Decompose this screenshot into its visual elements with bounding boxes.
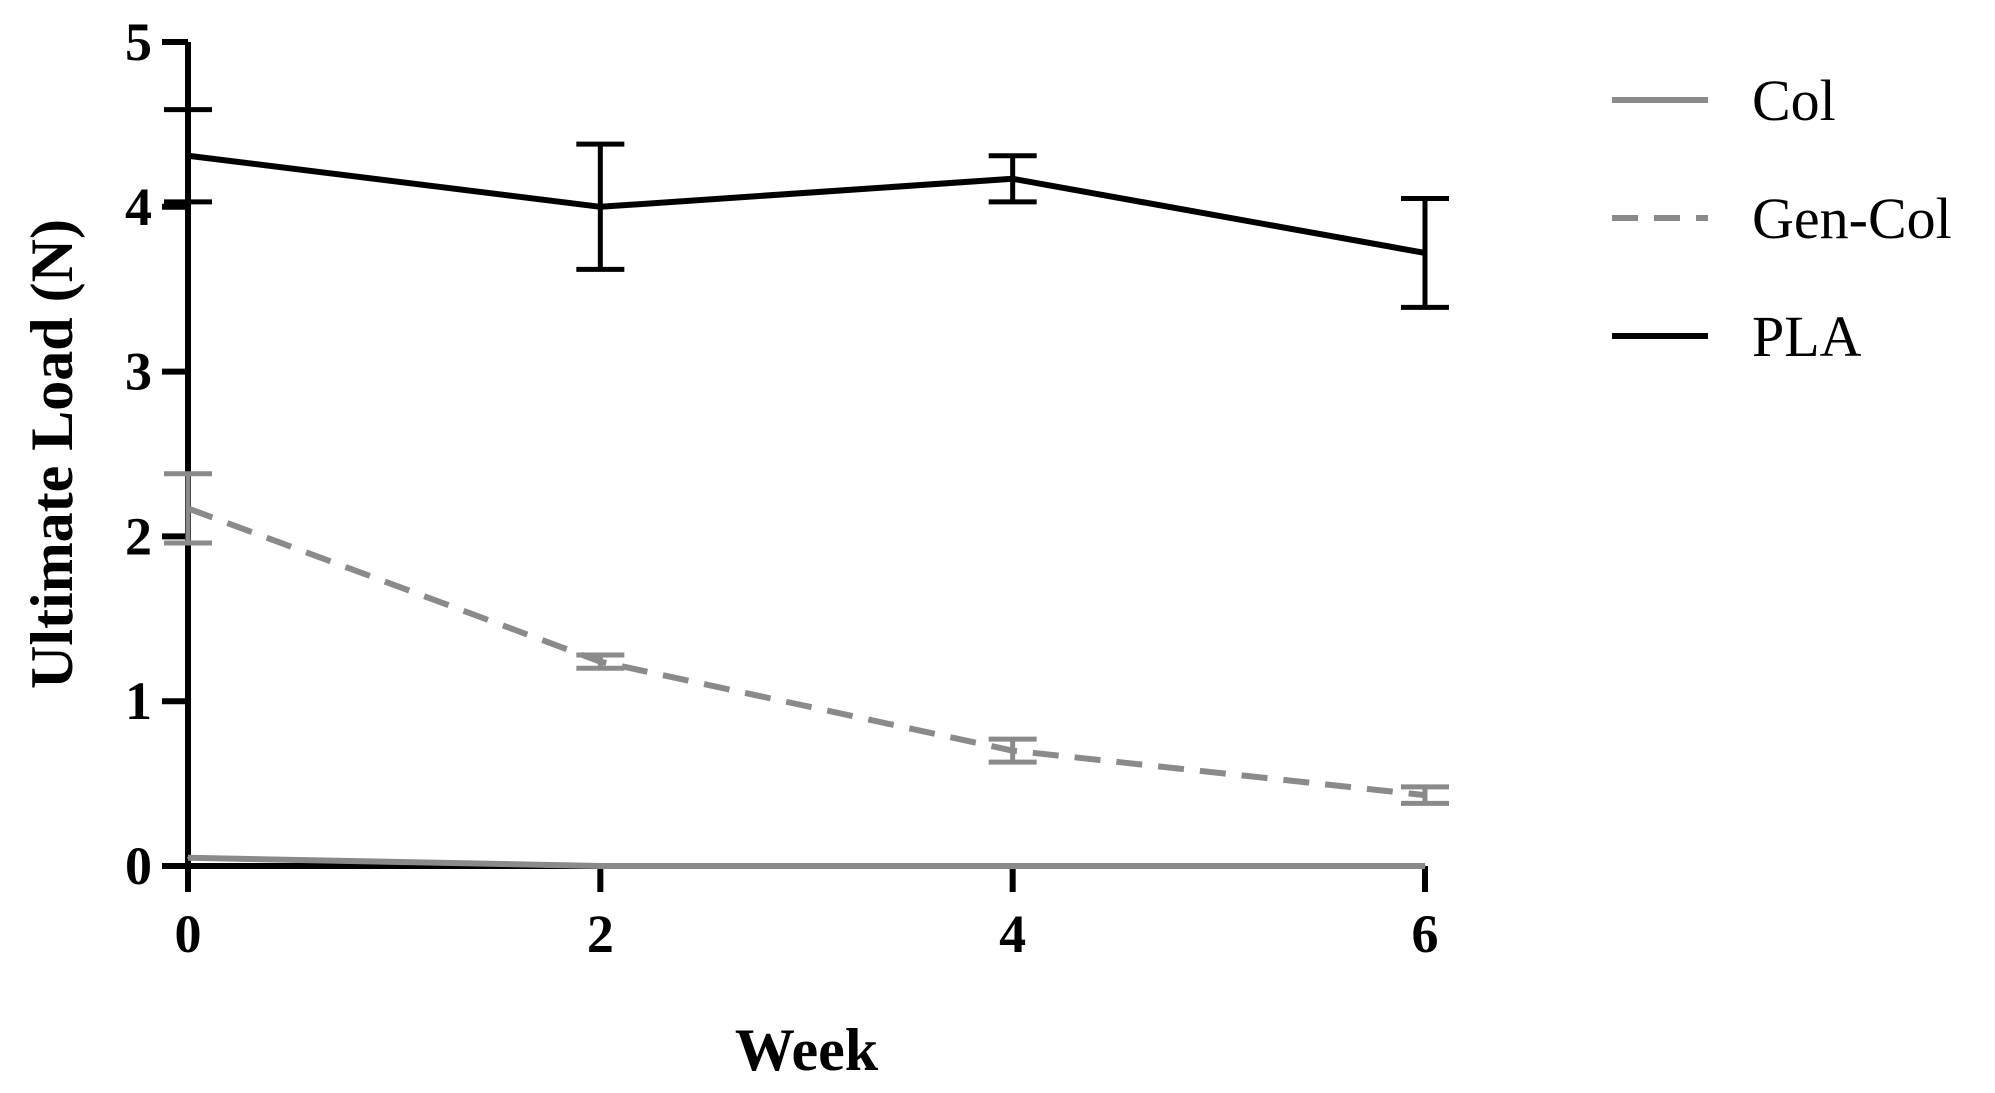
data-point bbox=[1011, 865, 1014, 867]
y-tick-label: 3 bbox=[125, 342, 152, 402]
legend-item: Col bbox=[1612, 68, 1836, 133]
data-point bbox=[1424, 251, 1426, 254]
legend-label: PLA bbox=[1752, 304, 1862, 369]
y-tick-label: 2 bbox=[125, 506, 152, 566]
series-line bbox=[187, 152, 1426, 256]
y-axis-ticks: 0 1 2 3 4 5 bbox=[125, 12, 188, 896]
series-line bbox=[187, 854, 1425, 869]
x-tick-label: 0 bbox=[175, 904, 202, 964]
legend: Col Gen-Col PLA bbox=[1612, 68, 1952, 369]
legend-item: Gen-Col bbox=[1612, 186, 1952, 251]
data-point bbox=[1011, 749, 1014, 752]
legend-item: PLA bbox=[1612, 304, 1862, 369]
y-tick-label: 0 bbox=[125, 836, 152, 896]
data-point bbox=[1424, 794, 1426, 797]
legend-label: Col bbox=[1752, 68, 1836, 133]
x-tick-label: 2 bbox=[587, 904, 614, 964]
data-point bbox=[599, 205, 602, 208]
data-point bbox=[599, 660, 602, 663]
legend-label: Gen-Col bbox=[1752, 186, 1952, 251]
x-axis-title: Week bbox=[735, 1017, 879, 1083]
axes: 0 1 2 3 4 5 0 2 4 6 bbox=[125, 12, 1439, 964]
y-axis-title: Ultimate Load (N) bbox=[19, 219, 85, 689]
series-pla bbox=[164, 107, 1449, 310]
data-point bbox=[187, 856, 189, 859]
data-point bbox=[599, 865, 602, 867]
data-point bbox=[1424, 865, 1426, 867]
y-tick-label: 5 bbox=[125, 12, 152, 72]
y-tick-label: 4 bbox=[125, 177, 152, 237]
x-tick-label: 4 bbox=[999, 904, 1026, 964]
x-axis-ticks: 0 2 4 6 bbox=[175, 866, 1439, 964]
series-line bbox=[186, 505, 1426, 799]
x-tick-label: 6 bbox=[1412, 904, 1439, 964]
data-point bbox=[187, 154, 189, 157]
data-point bbox=[1011, 177, 1014, 180]
series-col bbox=[187, 854, 1426, 869]
series-layer bbox=[164, 107, 1449, 869]
data-point bbox=[187, 507, 189, 510]
series-gen-col bbox=[164, 471, 1449, 806]
y-tick-label: 1 bbox=[125, 671, 152, 731]
